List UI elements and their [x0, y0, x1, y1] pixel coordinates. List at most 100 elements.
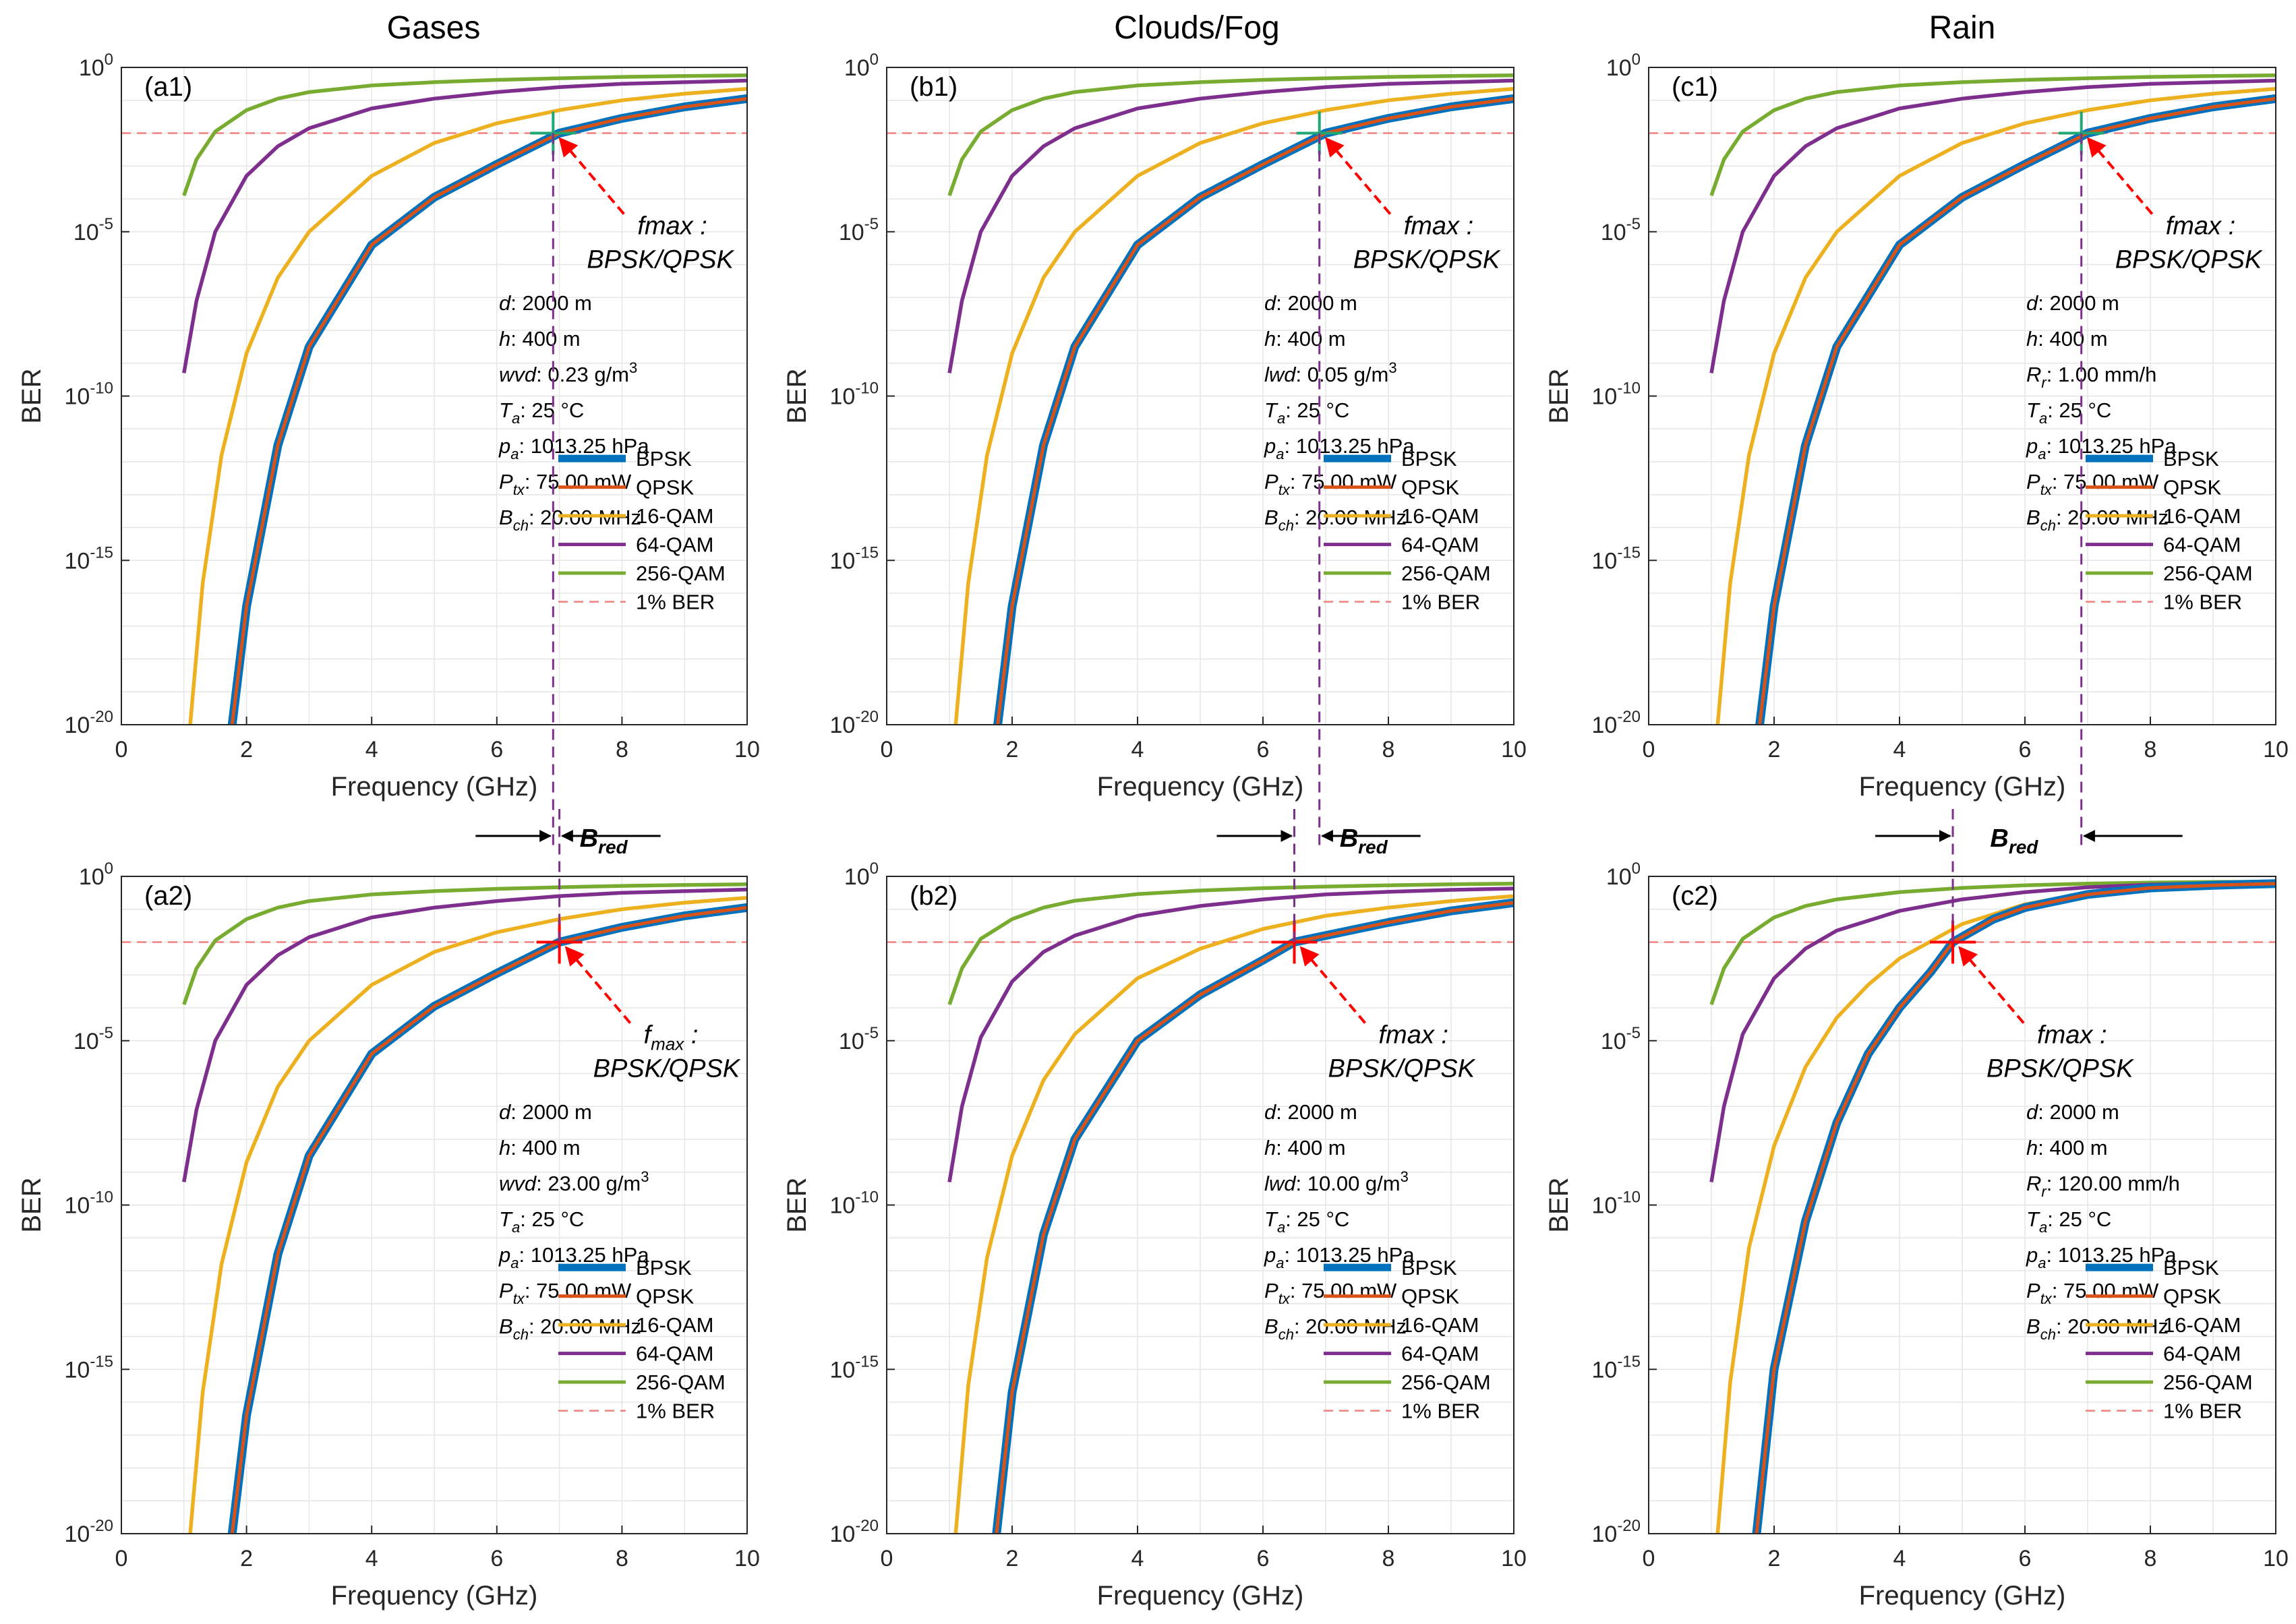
param-symbol: P	[499, 470, 513, 493]
legend-item: 64-QAM	[1324, 1342, 1479, 1366]
grid	[121, 67, 748, 725]
legend: BPSK QPSK 16-QAM 64-QAM 256-QAM 1% BER	[558, 1256, 726, 1423]
legend-item: BPSK	[558, 447, 692, 471]
param-wvd: wvd: 0.23 g/m3	[499, 359, 637, 386]
legend-label: QPSK	[636, 1285, 694, 1309]
x-tick-label: 8	[1382, 1546, 1395, 1571]
fmax-label: fmax :	[2166, 212, 2235, 241]
y-tick-exponent: -10	[90, 1189, 113, 1207]
param-pa: pa: 1013.25 hPa	[2026, 434, 2177, 462]
x-tick-label: 4	[1131, 737, 1144, 762]
param-symbol: h	[1264, 327, 1276, 351]
param-subscript: tx	[513, 1290, 525, 1307]
y-tick-label: 10-15	[829, 543, 879, 574]
legend-item: 1% BER	[558, 591, 715, 614]
x-tick-label: 10	[734, 737, 760, 762]
fmax-arrow	[564, 946, 632, 1024]
y-axis-label: BER	[17, 1177, 47, 1232]
param-symbol: p	[2026, 434, 2038, 458]
y-tick-exponent: 0	[1632, 51, 1641, 69]
legend-item: 1% BER	[1324, 591, 1480, 614]
x-tick-label: 0	[881, 737, 893, 762]
legend-item: BPSK	[1324, 1256, 1457, 1280]
param-value: : 400 m	[510, 1136, 580, 1160]
fmax-label-modulation: BPSK/QPSK	[2115, 246, 2263, 274]
param-subscript: ch	[1278, 1326, 1294, 1343]
legend-item: 256-QAM	[1324, 562, 1491, 585]
bred-label: Bred	[1340, 824, 1388, 858]
legend-item: 256-QAM	[1324, 1371, 1491, 1394]
legend-label: QPSK	[2163, 476, 2221, 500]
series-256-qam	[1709, 880, 2276, 1006]
param-value: : 400 m	[1276, 327, 1345, 351]
legend-item: BPSK	[1324, 447, 1457, 471]
legend-item: QPSK	[2086, 1285, 2221, 1309]
x-tick-label: 8	[616, 737, 628, 762]
x-tick-label: 2	[1006, 737, 1019, 762]
legend-label: 1% BER	[2163, 591, 2242, 614]
series-256-qam	[182, 73, 748, 197]
y-tick-base: 10	[1591, 1522, 1617, 1547]
param-value: : 400 m	[2038, 1136, 2107, 1160]
y-tick-base: 10	[844, 55, 870, 81]
fmax-label-sep: :	[684, 1021, 698, 1050]
fmax-label-modulation: BPSK/QPSK	[1986, 1055, 2134, 1083]
y-tick-base: 10	[839, 1029, 864, 1054]
x-axis: 0 2 4 6 8 10 Frequency (GHz)	[115, 1526, 760, 1611]
bred-annotation-col-1: Bred	[475, 824, 661, 858]
grid	[886, 67, 1514, 725]
param-value: : 2000 m	[1276, 291, 1357, 315]
param-ptx: Ptx: 75.00 mW	[499, 1279, 632, 1307]
x-tick-label: 6	[1257, 737, 1270, 762]
param-value: : 10.00 g/m	[1296, 1172, 1401, 1195]
fmax-label-main: fmax	[1379, 1021, 1436, 1050]
y-tick-base: 10	[829, 1522, 855, 1547]
legend-label: 256-QAM	[2163, 562, 2253, 585]
bred-label-sub: red	[2009, 837, 2038, 858]
y-tick-label: 10-10	[64, 1189, 113, 1219]
param-subscript: a	[1277, 1219, 1285, 1236]
legend-item: BPSK	[558, 1256, 692, 1280]
panel-label: (c2)	[1672, 881, 1718, 911]
fmax-label-sep: :	[2221, 212, 2235, 241]
legend-label: 16-QAM	[1401, 1313, 1479, 1337]
legend-item: 256-QAM	[2086, 1371, 2253, 1394]
y-tick-label: 10-10	[1591, 380, 1641, 410]
param-value: : 400 m	[2038, 327, 2107, 351]
legend-item: 64-QAM	[558, 1342, 713, 1366]
param-value: : 1013.25 hPa	[2047, 434, 2177, 458]
series-qpsk	[230, 905, 748, 1534]
legend-label: 16-QAM	[2163, 504, 2241, 528]
column-titles: Gases Clouds/Fog Rain	[387, 10, 1996, 46]
legend-item: 1% BER	[2086, 591, 2242, 614]
param-subscript: a	[2038, 446, 2046, 462]
legend-item: 16-QAM	[1324, 1313, 1479, 1337]
param-superscript: 3	[1388, 359, 1396, 376]
param-value: : 1013.25 hPa	[519, 434, 650, 458]
y-tick-exponent: -15	[855, 543, 879, 562]
y-tick-label: 10-10	[829, 1189, 879, 1219]
x-axis-label: Frequency (GHz)	[331, 772, 538, 802]
y-tick-base: 10	[829, 384, 855, 410]
y-tick-base: 10	[1591, 548, 1617, 574]
param-value: : 25 °C	[520, 1207, 584, 1231]
y-tick-exponent: -15	[90, 543, 113, 562]
x-tick-label: 2	[1768, 1546, 1781, 1571]
y-tick-label: 10-20	[829, 1517, 879, 1547]
x-tick-label: 4	[365, 1546, 378, 1571]
param-value: : 75.00 mW	[525, 470, 632, 493]
bandwidth-reduction-overlay: Bred Bred Bred	[475, 133, 2183, 942]
param-symbol: h	[2026, 1136, 2038, 1160]
y-tick-exponent: -5	[864, 215, 879, 233]
param-value: : 75.00 mW	[1290, 470, 1397, 493]
param-d: d: 2000 m	[1264, 1100, 1357, 1124]
series-64-qam	[947, 78, 1514, 373]
param-subscript: a	[510, 1255, 519, 1271]
param-symbol: d	[499, 291, 512, 315]
param-symbol: h	[2026, 327, 2038, 351]
